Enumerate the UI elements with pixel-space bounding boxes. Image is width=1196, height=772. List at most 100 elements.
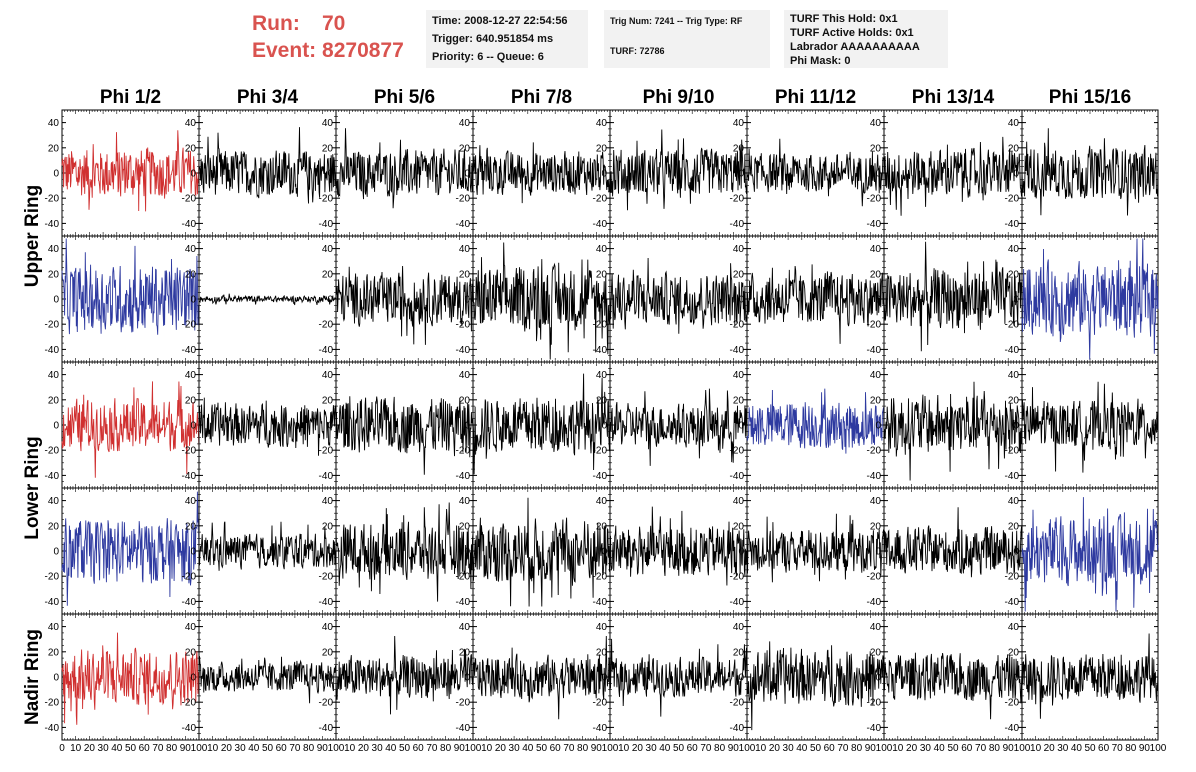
column-header: Phi 15/16 bbox=[1049, 87, 1131, 108]
y-tick-label: 0 bbox=[190, 547, 196, 558]
y-tick-label: 40 bbox=[596, 496, 608, 507]
waveform-panel: 40 20 0 -20 -40 bbox=[45, 361, 200, 489]
y-tick-label: 20 bbox=[459, 395, 471, 406]
waveform-trace bbox=[335, 265, 474, 345]
waveform-trace bbox=[609, 257, 748, 334]
y-tick-label: 20 bbox=[322, 521, 334, 532]
waveform-panel: 40 20 0 -20 -40 bbox=[45, 235, 200, 363]
y-tick-label: 40 bbox=[1008, 244, 1020, 255]
run-value: 70 bbox=[322, 12, 346, 35]
y-tick-label: 20 bbox=[459, 143, 471, 154]
y-tick-label: 40 bbox=[870, 370, 882, 381]
y-tick-label: 40 bbox=[870, 496, 882, 507]
y-tick-label: -20 bbox=[730, 320, 745, 331]
waveform-panel: 40 20 0 -20 -40 bbox=[45, 487, 200, 615]
y-tick-label: -40 bbox=[867, 597, 882, 608]
waveform-panel: 40 20 0 -20 -40 bbox=[319, 361, 474, 489]
y-tick-label: 40 bbox=[48, 370, 60, 381]
y-tick-label: 20 bbox=[596, 143, 608, 154]
time-line: Time: 2008-12-27 22:54:56 bbox=[432, 15, 568, 27]
y-tick-label: 0 bbox=[190, 421, 196, 432]
event-label: Event: bbox=[252, 39, 317, 62]
y-tick-label: 40 bbox=[459, 118, 471, 129]
waveform-panel: 40 20 0 -20 -40 bbox=[730, 487, 885, 615]
waveform-trace bbox=[61, 238, 200, 335]
y-tick-label: -40 bbox=[319, 219, 334, 230]
y-tick-label: 20 bbox=[870, 143, 882, 154]
y-tick-label: 40 bbox=[185, 370, 197, 381]
y-tick-label: -40 bbox=[319, 471, 334, 482]
waveform-trace bbox=[746, 388, 885, 454]
y-tick-label: 20 bbox=[733, 521, 745, 532]
y-tick-label: -20 bbox=[593, 446, 608, 457]
y-tick-label: 0 bbox=[1013, 421, 1019, 432]
y-tick-label: 0 bbox=[464, 547, 470, 558]
y-tick-label: 40 bbox=[48, 496, 60, 507]
y-tick-label: -20 bbox=[867, 572, 882, 583]
waveform-trace bbox=[198, 127, 337, 204]
y-tick-label: -40 bbox=[730, 597, 745, 608]
column-header: Phi 9/10 bbox=[643, 87, 715, 108]
waveform-trace bbox=[1021, 381, 1159, 473]
y-tick-label: -40 bbox=[319, 345, 334, 356]
y-tick-label: 40 bbox=[1008, 118, 1020, 129]
waveform-panel: 40 20 0 -20 -40 bbox=[1005, 235, 1159, 363]
waveform-panel: 40 20 0 -20 -40 bbox=[867, 235, 1023, 363]
y-tick-label: 40 bbox=[185, 496, 197, 507]
turf-hold-line: TURF This Hold: 0x1 bbox=[790, 13, 898, 25]
y-tick-label: -40 bbox=[867, 345, 882, 356]
waveform-panel: 40 20 0 -20 -40 bbox=[730, 109, 885, 237]
y-tick-label: 40 bbox=[459, 370, 471, 381]
y-tick-label: -40 bbox=[45, 345, 60, 356]
y-tick-label: 0 bbox=[53, 295, 59, 306]
y-tick-label: -20 bbox=[45, 572, 60, 583]
waveform-trace bbox=[746, 138, 885, 207]
waveform-trace bbox=[472, 497, 611, 607]
waveform-trace bbox=[335, 128, 474, 209]
y-tick-label: 20 bbox=[322, 143, 334, 154]
waveform-trace bbox=[335, 502, 474, 602]
y-tick-label: 20 bbox=[48, 521, 60, 532]
waveform-panel: 40 20 0 -20 -40 bbox=[456, 361, 611, 489]
y-tick-label: 20 bbox=[48, 269, 60, 280]
y-tick-label: 0 bbox=[327, 547, 333, 558]
waveform-panel: 40 20 0 -20 -40 bbox=[867, 487, 1023, 615]
waveform-panel: 40 20 0 -20 -40 bbox=[867, 361, 1023, 489]
y-tick-label: 20 bbox=[322, 269, 334, 280]
y-tick-label: 0 bbox=[601, 169, 607, 180]
y-tick-label: 0 bbox=[738, 295, 744, 306]
y-tick-label: 20 bbox=[596, 395, 608, 406]
row-label: Lower Ring bbox=[22, 436, 43, 539]
waveform-panel: 40 20 0 -20 -40 bbox=[1005, 361, 1159, 489]
y-tick-label: -20 bbox=[319, 194, 334, 205]
y-tick-label: -40 bbox=[45, 219, 60, 230]
y-tick-label: -20 bbox=[319, 446, 334, 457]
waveform-panel: 40 20 0 -20 -40 bbox=[319, 235, 474, 363]
row-label: Upper Ring bbox=[22, 185, 43, 287]
y-tick-label: -40 bbox=[593, 345, 608, 356]
y-tick-label: -20 bbox=[456, 194, 471, 205]
y-tick-label: 0 bbox=[875, 547, 881, 558]
waveform-panel: 40 20 0 -20 -40 bbox=[593, 235, 748, 363]
y-tick-label: 20 bbox=[1008, 269, 1020, 280]
y-tick-label: 0 bbox=[738, 547, 744, 558]
trig-line: Trig Num: 7241 -- Trig Type: RF bbox=[610, 16, 743, 26]
run-event-box: Run: 70 Event: 8270877 bbox=[252, 10, 404, 64]
event-value: 8270877 bbox=[322, 39, 404, 62]
row-label: Nadir Ring bbox=[22, 629, 43, 725]
y-tick-label: -40 bbox=[867, 471, 882, 482]
y-tick-label: 0 bbox=[190, 295, 196, 306]
y-tick-label: -20 bbox=[593, 194, 608, 205]
y-tick-label: -20 bbox=[1005, 320, 1020, 331]
waveform-trace bbox=[883, 241, 1023, 352]
y-tick-label: 20 bbox=[733, 143, 745, 154]
waveform-trace bbox=[1021, 128, 1159, 216]
y-tick-label: 40 bbox=[322, 118, 334, 129]
y-tick-label: 20 bbox=[596, 521, 608, 532]
y-tick-label: 20 bbox=[185, 395, 197, 406]
panel-frame bbox=[746, 109, 885, 237]
y-tick-label: 0 bbox=[1013, 169, 1019, 180]
y-tick-label: -40 bbox=[867, 219, 882, 230]
y-tick-label: 20 bbox=[733, 269, 745, 280]
y-tick-label: -40 bbox=[730, 219, 745, 230]
